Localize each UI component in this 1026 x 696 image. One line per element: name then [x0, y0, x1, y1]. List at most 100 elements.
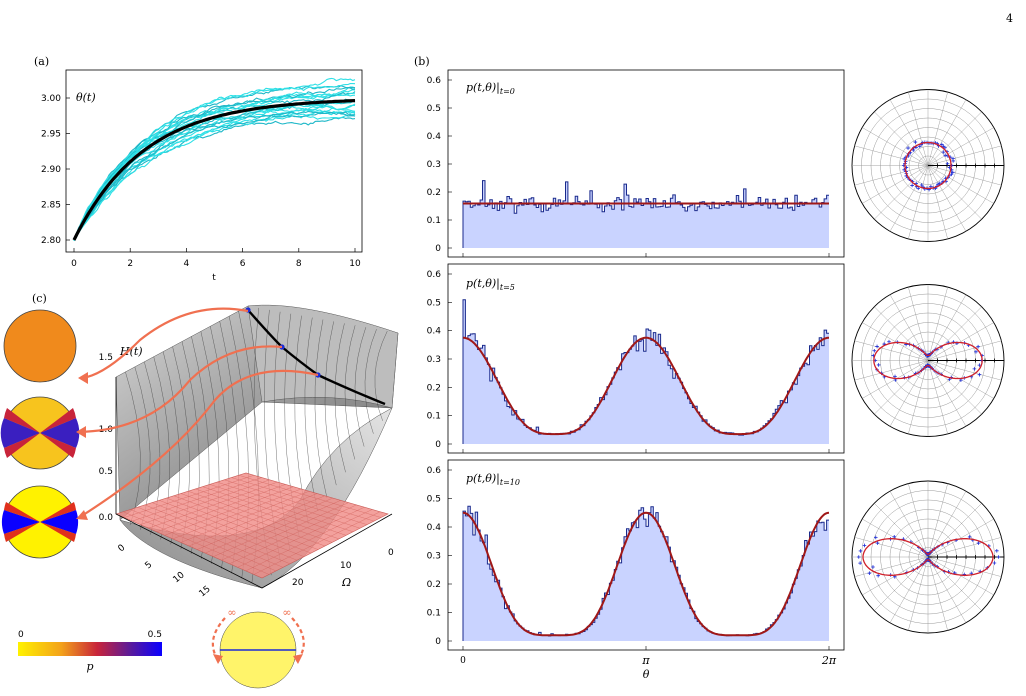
polar-spoke: [927, 556, 1002, 577]
tick-labels: 0 0.1 0.2 0.3 0.4 0.5 0.6: [427, 76, 830, 257]
trajectory: [73, 91, 356, 239]
polar-spoke: [908, 287, 929, 361]
polar-point: [976, 344, 980, 349]
t-tick: 0: [117, 543, 128, 555]
t-tick: 15: [198, 584, 213, 599]
y-tick: 2.85: [41, 201, 61, 211]
y-tick: 0.1: [427, 412, 441, 422]
x-tick: 8: [296, 259, 302, 269]
tick-labels: 0 0.1 0.2 0.3 0.4 0.5 0.6: [427, 270, 830, 453]
polar-spoke: [889, 99, 929, 166]
polar-spoke: [927, 556, 994, 596]
polar-fit: [862, 538, 994, 576]
polar-spoke: [874, 111, 929, 166]
polar-spoke: [927, 165, 982, 220]
panel-b: (b) 00.10.20.30.40.50.6 p(t,θ)|t=0 00.10…: [414, 55, 1005, 681]
trajectory: [73, 116, 356, 240]
polar-point: [943, 153, 948, 158]
infinity-right: ∞: [282, 606, 291, 619]
y-tick: 0.4: [427, 327, 442, 337]
polar-plot-t10: [851, 480, 1005, 634]
y-tick: 0.2: [427, 383, 441, 393]
panel-b-x-ticks: 0 π 2π: [460, 654, 837, 667]
panel-a-mean-curve: [72, 99, 356, 241]
polar-point: [910, 183, 914, 188]
panel-a-xlabel: t: [212, 273, 216, 283]
polar-point: [919, 183, 924, 187]
surface-3d: [115, 304, 399, 589]
y-tick: 0.6: [427, 270, 442, 280]
mesh-line: [324, 321, 337, 486]
polar-spoke: [889, 165, 929, 232]
mesh-line: [334, 323, 346, 473]
omega-axis-ticks: 20 10 0: [292, 548, 394, 588]
subplot-annotation: p(t,θ)|t=10: [466, 472, 520, 487]
polar-spoke: [927, 99, 967, 166]
plane-line: [245, 509, 373, 572]
polar-point: [951, 156, 955, 161]
trajectory: [73, 113, 356, 241]
y-tick: 0.3: [427, 552, 441, 562]
polar-point: [995, 549, 999, 553]
polar-spoke: [927, 556, 948, 631]
polar-point: [862, 543, 867, 548]
polar-point: [856, 555, 861, 559]
mesh-line: [364, 329, 377, 434]
panel-c-label: (c): [32, 292, 47, 305]
polar-point: [873, 535, 878, 540]
polar-point: [867, 571, 872, 575]
page-number: 4: [1006, 12, 1013, 25]
arrow-heads: [76, 372, 303, 664]
polar-point: [949, 172, 954, 177]
x-tick: π: [641, 654, 650, 667]
polar-spoke: [927, 518, 994, 558]
omega-tick: 10: [340, 561, 352, 571]
polar-spoke: [874, 360, 929, 415]
polar-point: [858, 549, 863, 553]
polar-point: [858, 561, 862, 565]
polar-fit: [904, 141, 952, 190]
polar-spoke: [927, 556, 967, 623]
polar-point: [887, 339, 891, 344]
y-tick: 0.3: [427, 355, 441, 365]
plane-line: [231, 477, 375, 522]
panel-b-xlabel: θ: [643, 668, 650, 681]
polar-spoke: [854, 360, 929, 381]
polar-point: [876, 363, 881, 367]
x-tick: 2π: [821, 654, 837, 667]
mesh-line: [344, 325, 356, 460]
polar-point: [875, 541, 880, 545]
x-tick: 10: [349, 259, 361, 269]
y-tick: 0.2: [427, 580, 441, 590]
polar-spoke: [927, 165, 994, 204]
polar-spoke: [862, 518, 929, 558]
polar-point: [941, 150, 946, 154]
polar-spoke: [854, 340, 929, 361]
panel-c: (c) H(t) 1.5 1.0 0.5 0.0 0 5 1: [0, 292, 399, 689]
histogram-fill: [463, 180, 829, 248]
polar-spoke: [854, 145, 929, 166]
polar-spoke: [874, 165, 929, 220]
histogram-fill: [463, 506, 829, 641]
polar-point: [917, 144, 922, 149]
polar-point: [916, 186, 921, 191]
polar-spoke: [874, 556, 929, 611]
z-tick: 0.5: [99, 467, 113, 477]
polar-spoke: [927, 340, 1002, 361]
colorbar-min: 0: [18, 630, 24, 640]
x-tick: 0: [460, 656, 466, 666]
subplot-annotation: p(t,θ)|t=5: [466, 277, 515, 292]
polar-spoke: [927, 483, 948, 558]
polar-point: [945, 161, 950, 166]
polar-spoke: [927, 491, 967, 558]
y-tick: 0.4: [427, 132, 442, 142]
panel-a-frame: [65, 69, 363, 253]
polar-spoke: [927, 111, 982, 166]
polar-point: [976, 541, 981, 545]
y-tick: 0.6: [427, 76, 442, 86]
x-tick: 6: [240, 259, 246, 269]
fit-curve: [463, 336, 829, 436]
polar-point: [940, 142, 944, 147]
polar-spoke: [927, 306, 982, 361]
polar-spoke: [927, 360, 1002, 381]
